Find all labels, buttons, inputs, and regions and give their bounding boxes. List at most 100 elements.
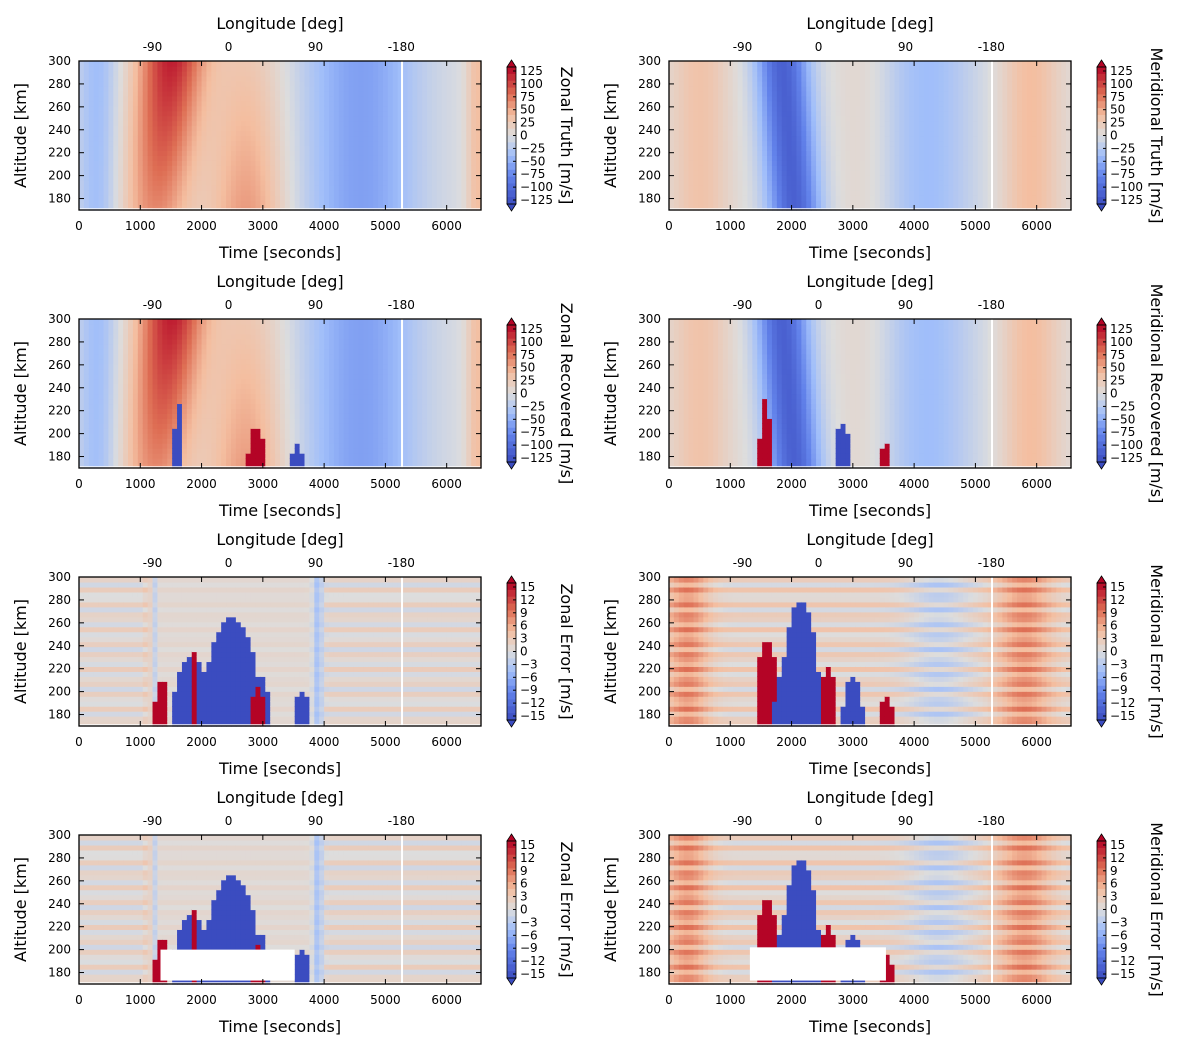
heatmap-cell — [167, 110, 173, 117]
heatmap-cell — [265, 130, 271, 137]
heatmap-cell — [796, 150, 802, 156]
heatmap-cell — [118, 85, 124, 92]
heatmap-cell — [98, 90, 105, 97]
heatmap-cell — [441, 160, 448, 166]
heatmap-cell — [899, 95, 905, 102]
heatmap-cell — [801, 125, 807, 132]
heatmap-cell — [825, 195, 832, 201]
heatmap-cell — [757, 130, 763, 137]
heatmap-cell — [333, 65, 340, 72]
heatmap-cell — [378, 100, 384, 107]
heatmap-cell — [850, 105, 856, 112]
heatmap-cell — [338, 190, 345, 196]
heatmap-cell — [1017, 95, 1023, 102]
heatmap-cell — [456, 135, 462, 142]
heatmap-cell — [324, 105, 330, 112]
heatmap-cell — [987, 170, 994, 176]
heatmap-cell — [1021, 140, 1028, 147]
heatmap-cell — [889, 185, 896, 191]
heatmap-cell — [938, 155, 945, 161]
heatmap-cell — [368, 175, 374, 181]
heatmap-cell — [923, 70, 930, 77]
heatmap-cell — [678, 110, 685, 117]
heatmap-cell — [968, 90, 974, 97]
heatmap-cell — [422, 150, 428, 156]
heatmap-cell — [943, 125, 950, 132]
heatmap-cell — [177, 160, 183, 166]
heatmap-cell — [1046, 100, 1052, 107]
heatmap-cell — [830, 95, 837, 102]
heatmap-cell — [860, 145, 866, 151]
heatmap-cell — [1031, 145, 1038, 151]
heatmap-cell — [422, 105, 428, 112]
heatmap-cell — [816, 90, 822, 97]
heatmap-cell — [816, 75, 822, 82]
heatmap-cell — [928, 120, 935, 127]
heatmap-cell — [402, 80, 409, 87]
heatmap-cell — [972, 180, 979, 186]
heatmap-cell — [392, 130, 399, 137]
heatmap-cell — [923, 185, 930, 191]
heatmap-cell — [963, 205, 969, 211]
heatmap-cell — [909, 155, 915, 161]
heatmap-cell — [688, 170, 695, 176]
heatmap-cell — [132, 70, 139, 77]
heatmap-cell — [191, 100, 198, 107]
heatmap-cell — [786, 100, 793, 107]
heatmap-cell — [186, 105, 193, 112]
heatmap-cell — [982, 155, 989, 161]
heatmap-cell — [997, 100, 1003, 107]
heatmap-cell — [142, 61, 149, 67]
heatmap-cell — [972, 155, 979, 161]
heatmap-cell — [713, 205, 719, 211]
x-tick-label: 0 — [75, 219, 83, 233]
heatmap-cell — [128, 185, 134, 191]
heatmap-cell — [309, 140, 315, 147]
heatmap-cell — [820, 75, 827, 82]
heatmap-cell — [137, 90, 144, 97]
heatmap-cell — [683, 100, 690, 107]
heatmap-cell — [446, 65, 453, 72]
heatmap-cell — [299, 145, 306, 151]
heatmap-cell — [801, 85, 807, 92]
heatmap-cell — [441, 150, 448, 156]
heatmap-cell — [88, 120, 95, 127]
heatmap-cell — [177, 65, 183, 72]
heatmap-cell — [255, 95, 261, 102]
heatmap-cell — [718, 105, 724, 112]
heatmap-cell — [466, 120, 472, 127]
heatmap-cell — [79, 120, 85, 127]
heatmap-cell — [713, 110, 719, 117]
heatmap-cell — [771, 115, 778, 122]
heatmap-cell — [1036, 115, 1043, 122]
heatmap-cell — [982, 180, 989, 186]
heatmap-cell — [83, 115, 90, 122]
heatmap-cell — [343, 130, 350, 137]
heatmap-cell — [757, 80, 763, 87]
heatmap-cell — [456, 65, 462, 72]
heatmap-cell — [850, 130, 856, 137]
heatmap-cell — [211, 75, 217, 82]
heatmap-cell — [348, 140, 355, 147]
heatmap-cell — [118, 65, 124, 72]
heatmap-cell — [816, 135, 822, 142]
heatmap-cell — [943, 85, 950, 92]
heatmap-cell — [1007, 125, 1013, 132]
heatmap-cell — [451, 110, 458, 117]
heatmap-cell — [431, 125, 438, 132]
heatmap-cell — [476, 90, 482, 97]
heatmap-cell — [363, 190, 369, 196]
heatmap-cell — [128, 90, 134, 97]
heatmap-cell — [718, 85, 724, 92]
heatmap-cell — [669, 155, 675, 161]
heatmap-cell — [1007, 180, 1013, 186]
heatmap-cell — [132, 65, 139, 72]
heatmap-cell — [201, 135, 208, 142]
heatmap-cell — [909, 200, 915, 206]
heatmap-cell — [289, 145, 296, 151]
heatmap-cell — [137, 125, 144, 132]
heatmap-cell — [801, 190, 807, 196]
heatmap-cell — [870, 75, 876, 82]
heatmap-cell — [1031, 105, 1038, 112]
heatmap-cell — [820, 61, 827, 67]
